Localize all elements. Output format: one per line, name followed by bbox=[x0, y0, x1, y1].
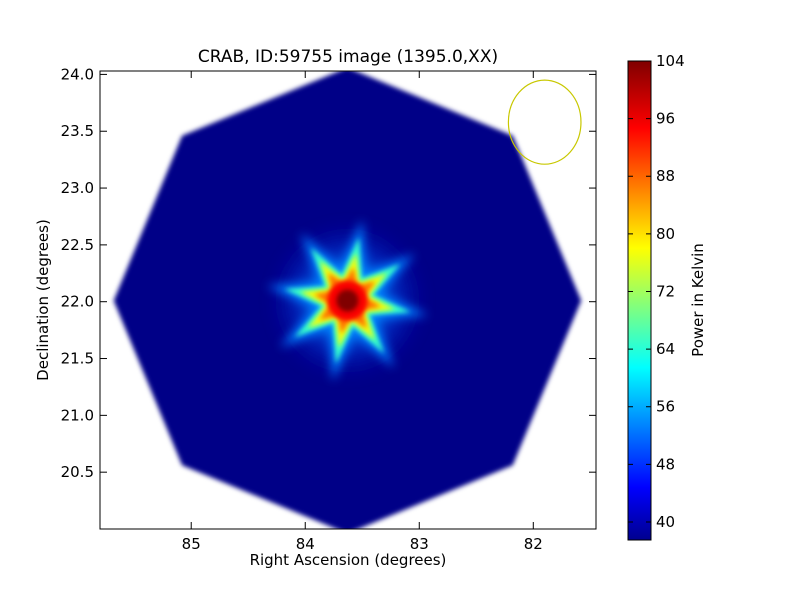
beam-circle bbox=[507, 79, 582, 165]
y-tick-label: 22.0 bbox=[61, 293, 94, 311]
y-tick-label: 24.0 bbox=[61, 65, 94, 83]
colorbar: 40 48 56 64 72 80 88 96 104 Power in Kelvin bbox=[627, 52, 707, 541]
x-tick-label: 84 bbox=[296, 535, 315, 553]
source-emission bbox=[265, 218, 430, 383]
x-tick-label: 83 bbox=[410, 535, 429, 553]
image-layer bbox=[113, 71, 582, 529]
y-tick-label: 21.0 bbox=[61, 406, 94, 424]
colorbar-tick-label: 104 bbox=[656, 52, 685, 70]
source-peak bbox=[336, 289, 359, 312]
y-tick-label: 20.5 bbox=[61, 463, 94, 481]
y-tick-label: 23.5 bbox=[61, 122, 94, 140]
colorbar-tick-label: 64 bbox=[656, 340, 675, 358]
y-axis-ticks: 20.5 21.0 21.5 22.0 22.5 23.0 23.5 24.0 bbox=[61, 65, 596, 481]
colorbar-gradient bbox=[628, 61, 651, 540]
y-tick-label: 21.5 bbox=[61, 350, 94, 368]
x-axis-ticks: 85 84 83 82 bbox=[182, 71, 543, 553]
plot-frame bbox=[99, 70, 597, 530]
beam-layer bbox=[507, 79, 582, 165]
colorbar-label: Power in Kelvin bbox=[689, 243, 707, 357]
x-axis-label: Right Ascension (degrees) bbox=[250, 551, 447, 569]
y-axis-label: Declination (degrees) bbox=[34, 219, 52, 381]
colorbar-tick-label: 48 bbox=[656, 455, 675, 473]
colorbar-tick-label: 80 bbox=[656, 225, 675, 243]
y-tick-label: 23.0 bbox=[61, 179, 94, 197]
colorbar-frame bbox=[627, 60, 652, 541]
x-tick-label: 82 bbox=[524, 535, 543, 553]
colorbar-tick-label: 72 bbox=[656, 282, 675, 300]
colorbar-tick-label: 56 bbox=[656, 398, 675, 416]
x-tick-label: 85 bbox=[182, 535, 201, 553]
plot-area: 85 84 83 82 20.5 21.0 21.5 22.0 22.5 23.0 23.5 24.… bbox=[61, 65, 597, 553]
y-tick-label: 22.5 bbox=[61, 236, 94, 254]
colorbar-tick-label: 40 bbox=[656, 513, 675, 531]
colorbar-tick-label: 88 bbox=[656, 167, 675, 185]
chart-title: CRAB, ID:59755 image (1395.0,XX) bbox=[198, 47, 498, 67]
colorbar-ticks: 40 48 56 64 72 80 88 96 104 bbox=[628, 52, 685, 531]
colorbar-tick-label: 96 bbox=[656, 110, 675, 128]
